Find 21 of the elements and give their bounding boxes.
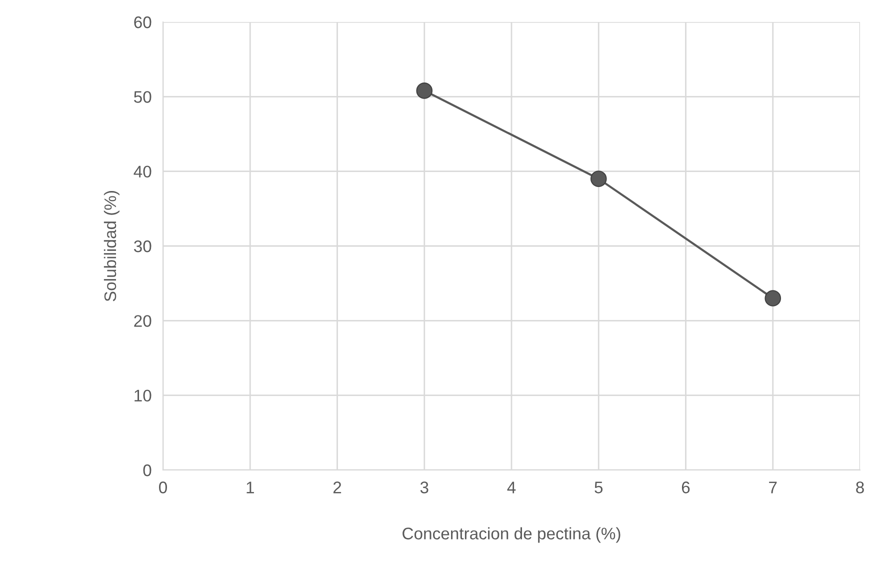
x-tick-label: 6 [682,482,690,494]
x-tick-label: 8 [856,482,864,494]
y-tick-label: 0 [143,464,152,476]
x-tick-label: 1 [246,482,254,494]
y-tick-label: 40 [134,166,152,178]
y-axis-title: Solubilidad (%) [104,190,120,302]
x-tick-label: 2 [333,482,342,494]
y-tick-label: 60 [134,16,152,28]
y-tick-label: 10 [134,390,152,402]
x-axis-title: Concentracion de pectina (%) [402,527,620,543]
x-tick-label: 5 [594,482,603,494]
y-tick-label: 20 [134,315,152,327]
point [590,170,607,187]
y-tick-label: 50 [134,91,152,103]
y-tick-label: 30 [134,240,152,252]
x-tick-label: 7 [769,482,777,494]
x-tick-label: 0 [159,482,167,494]
x-tick-label: 4 [507,482,516,494]
point [416,82,433,99]
x-tick-label: 3 [420,482,428,494]
point [764,290,782,306]
